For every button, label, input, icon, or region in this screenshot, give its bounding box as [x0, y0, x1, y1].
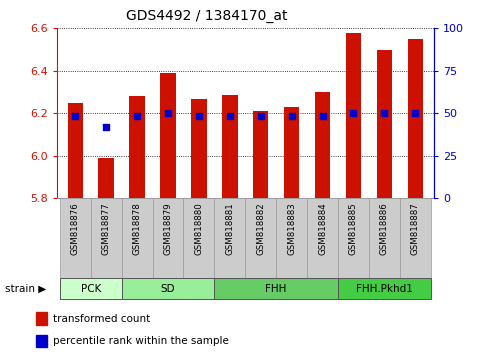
Bar — [183, 198, 214, 278]
Text: SD: SD — [161, 284, 176, 293]
Text: PCK: PCK — [80, 284, 101, 293]
Point — [195, 114, 203, 119]
Text: GSM818876: GSM818876 — [70, 202, 80, 255]
Point — [257, 114, 265, 119]
Bar — [346, 33, 361, 198]
Bar — [222, 95, 238, 198]
Bar — [214, 198, 245, 278]
Point — [350, 110, 357, 116]
Text: strain ▶: strain ▶ — [5, 284, 46, 293]
Point — [226, 114, 234, 119]
Text: GSM818885: GSM818885 — [349, 202, 358, 255]
Bar — [276, 198, 307, 278]
Bar — [60, 278, 122, 299]
Bar — [99, 158, 114, 198]
Text: GSM818880: GSM818880 — [194, 202, 204, 255]
Bar — [284, 107, 299, 198]
Text: GDS4492 / 1384170_at: GDS4492 / 1384170_at — [126, 9, 288, 23]
Text: GSM818879: GSM818879 — [164, 202, 173, 255]
Point — [318, 114, 326, 119]
Text: GSM818878: GSM818878 — [133, 202, 141, 255]
Text: FHH: FHH — [266, 284, 287, 293]
Bar — [36, 335, 47, 347]
Text: GSM818887: GSM818887 — [411, 202, 420, 255]
Bar — [60, 198, 91, 278]
Point — [102, 124, 110, 130]
Bar — [160, 73, 176, 198]
Text: FHH.Pkhd1: FHH.Pkhd1 — [356, 284, 413, 293]
Bar — [338, 278, 431, 299]
Bar — [369, 198, 400, 278]
Bar — [68, 103, 83, 198]
Point — [411, 110, 419, 116]
Text: GSM818882: GSM818882 — [256, 202, 265, 255]
Text: percentile rank within the sample: percentile rank within the sample — [53, 336, 229, 346]
Text: GSM818886: GSM818886 — [380, 202, 389, 255]
Bar — [307, 198, 338, 278]
Point — [288, 114, 296, 119]
Bar — [36, 312, 47, 325]
Text: GSM818884: GSM818884 — [318, 202, 327, 255]
Bar — [214, 278, 338, 299]
Point — [164, 110, 172, 116]
Bar — [122, 198, 152, 278]
Text: GSM818877: GSM818877 — [102, 202, 110, 255]
Bar — [191, 99, 207, 198]
Bar — [122, 278, 214, 299]
Bar — [315, 92, 330, 198]
Text: GSM818883: GSM818883 — [287, 202, 296, 255]
Bar — [253, 111, 269, 198]
Bar — [91, 198, 122, 278]
Point — [71, 114, 79, 119]
Bar — [152, 198, 183, 278]
Bar — [400, 198, 431, 278]
Bar — [408, 39, 423, 198]
Bar — [245, 198, 276, 278]
Bar — [338, 198, 369, 278]
Text: GSM818881: GSM818881 — [225, 202, 234, 255]
Point — [133, 114, 141, 119]
Bar — [377, 50, 392, 198]
Point — [381, 110, 388, 116]
Text: transformed count: transformed count — [53, 314, 150, 324]
Bar — [129, 96, 145, 198]
